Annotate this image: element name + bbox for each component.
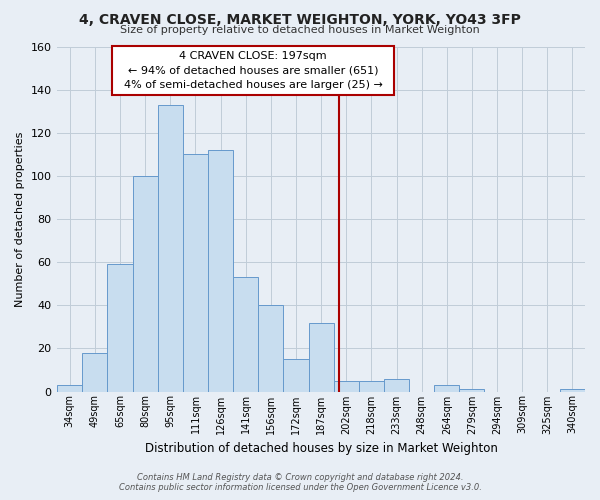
Bar [359, 380, 384, 392]
Bar [107, 264, 133, 392]
Text: Size of property relative to detached houses in Market Weighton: Size of property relative to detached ho… [120, 25, 480, 35]
Bar [258, 306, 283, 392]
Bar [460, 390, 484, 392]
Text: Contains HM Land Registry data © Crown copyright and database right 2024.
Contai: Contains HM Land Registry data © Crown c… [119, 473, 481, 492]
Text: 4 CRAVEN CLOSE: 197sqm  
  ← 94% of detached houses are smaller (651)  
  4% of : 4 CRAVEN CLOSE: 197sqm ← 94% of detached… [117, 51, 390, 90]
Text: 4, CRAVEN CLOSE, MARKET WEIGHTON, YORK, YO43 3FP: 4, CRAVEN CLOSE, MARKET WEIGHTON, YORK, … [79, 12, 521, 26]
Y-axis label: Number of detached properties: Number of detached properties [15, 132, 25, 306]
Bar [133, 176, 158, 392]
Bar [82, 352, 107, 392]
Bar [283, 359, 308, 392]
Bar [208, 150, 233, 392]
Bar [308, 322, 334, 392]
Bar [183, 154, 208, 392]
Bar [434, 385, 460, 392]
Bar [233, 277, 258, 392]
Bar [57, 385, 82, 392]
Bar [158, 104, 183, 392]
Bar [334, 380, 359, 392]
Bar [384, 378, 409, 392]
Bar [560, 390, 585, 392]
X-axis label: Distribution of detached houses by size in Market Weighton: Distribution of detached houses by size … [145, 442, 497, 455]
